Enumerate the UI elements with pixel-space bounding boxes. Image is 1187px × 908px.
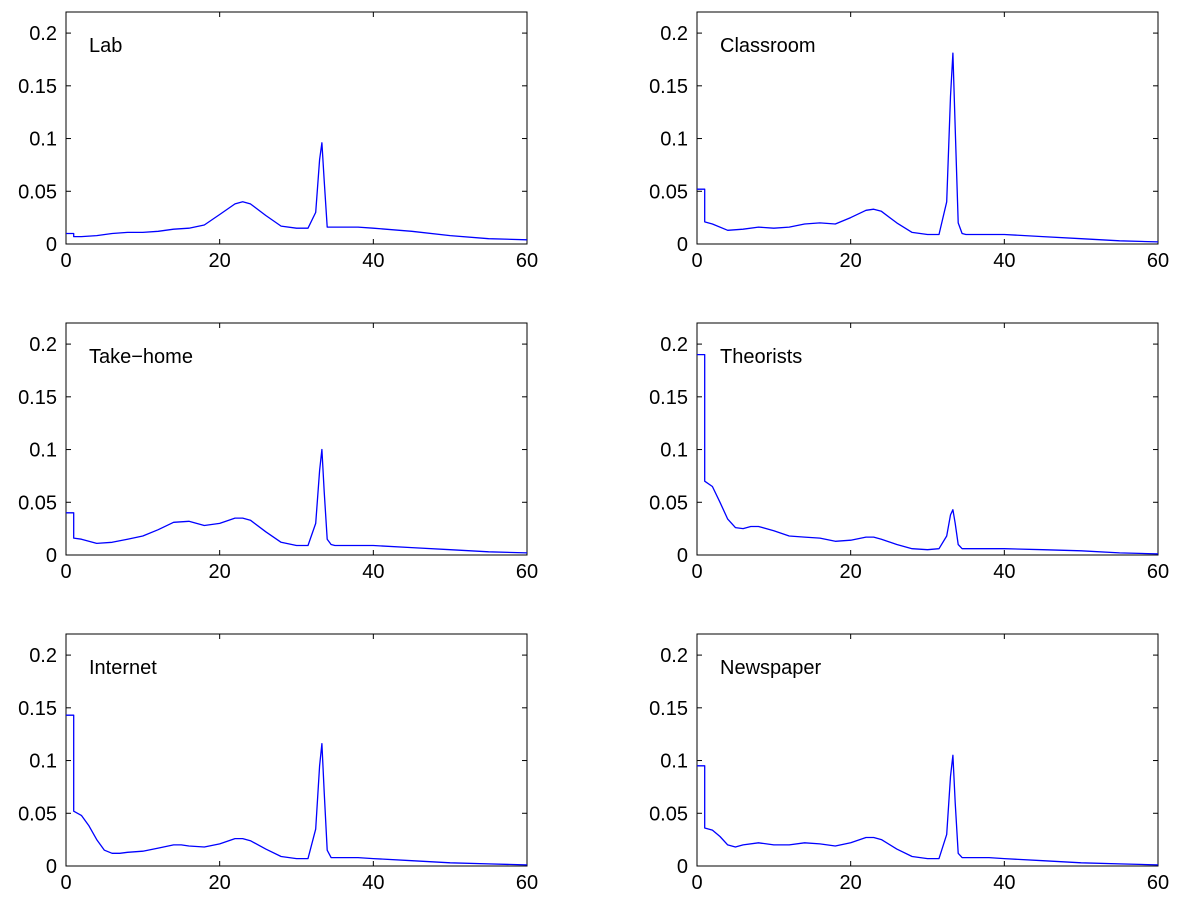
series-line xyxy=(66,448,528,554)
axes-box xyxy=(65,322,528,556)
axes-box xyxy=(696,322,1159,556)
y-tick-label: 0.15 xyxy=(18,76,57,98)
y-tick-label: 0 xyxy=(46,856,57,878)
panel-1: 0 20 40 60 0 0.05 0.1 0.15 0.2 Lab xyxy=(18,11,538,272)
x-tick-label: 20 xyxy=(840,561,862,583)
x-tick-label: 0 xyxy=(60,561,71,583)
series-line xyxy=(697,353,1159,555)
y-tick-label: 0 xyxy=(46,234,57,256)
y-tick-label: 0.15 xyxy=(649,698,688,720)
y-tick-label: 0 xyxy=(677,545,688,567)
panel-2: 0 20 40 60 0 0.05 0.1 0.15 0.2 Classroom xyxy=(649,11,1169,272)
x-tick-label: 60 xyxy=(516,561,538,583)
x-tick-label: 60 xyxy=(516,872,538,894)
y-tick-label: 0.05 xyxy=(649,803,688,825)
x-tick-label: 20 xyxy=(209,561,231,583)
axes-box xyxy=(65,633,528,867)
y-tick-label: 0.1 xyxy=(29,751,57,773)
y-tick-label: 0.05 xyxy=(18,492,57,514)
y-tick-label: 0.05 xyxy=(18,181,57,203)
panel-5: 0 20 40 60 0 0.05 0.1 0.15 0.2 Internet xyxy=(18,633,538,894)
y-tick-label: 0.1 xyxy=(660,751,688,773)
x-tick-label: 0 xyxy=(60,250,71,272)
x-tick-label: 40 xyxy=(993,561,1015,583)
y-tick-label: 0.2 xyxy=(29,645,57,667)
y-tick-label: 0.2 xyxy=(660,334,688,356)
x-tick-label: 60 xyxy=(516,250,538,272)
x-tick-label: 20 xyxy=(840,872,862,894)
y-tick-label: 0.15 xyxy=(18,387,57,409)
panel-6: 0 20 40 60 0 0.05 0.1 0.15 0.2 Newspaper xyxy=(649,633,1169,894)
y-tick-label: 0.2 xyxy=(660,23,688,45)
x-tick-label: 40 xyxy=(993,872,1015,894)
panel-title: Take−home xyxy=(89,346,193,368)
y-tick-label: 0.1 xyxy=(29,440,57,462)
series-line xyxy=(697,754,1159,866)
series-line xyxy=(66,142,528,241)
x-tick-label: 0 xyxy=(691,250,702,272)
y-tick-label: 0.1 xyxy=(660,440,688,462)
x-tick-label: 40 xyxy=(362,561,384,583)
x-tick-label: 40 xyxy=(362,250,384,272)
y-tick-label: 0.15 xyxy=(18,698,57,720)
panel-3: 0 20 40 60 0 0.05 0.1 0.15 0.2 Take−home xyxy=(18,322,538,583)
y-tick-label: 0 xyxy=(677,234,688,256)
x-tick-label: 20 xyxy=(209,250,231,272)
axes-box xyxy=(696,11,1159,245)
x-tick-label: 60 xyxy=(1147,250,1169,272)
panel-title: Newspaper xyxy=(720,657,822,679)
x-tick-label: 0 xyxy=(691,872,702,894)
x-tick-label: 0 xyxy=(691,561,702,583)
x-tick-label: 40 xyxy=(362,872,384,894)
x-tick-label: 60 xyxy=(1147,872,1169,894)
y-tick-label: 0.1 xyxy=(29,129,57,151)
x-tick-label: 20 xyxy=(840,250,862,272)
y-tick-label: 0.2 xyxy=(660,645,688,667)
series-line xyxy=(697,52,1159,243)
x-tick-label: 0 xyxy=(60,872,71,894)
axes-box xyxy=(65,11,528,245)
panel-4: 0 20 40 60 0 0.05 0.1 0.15 0.2 Theorists xyxy=(649,322,1169,583)
y-tick-label: 0.05 xyxy=(649,492,688,514)
y-tick-label: 0.2 xyxy=(29,334,57,356)
x-tick-label: 40 xyxy=(993,250,1015,272)
y-tick-label: 0.15 xyxy=(649,76,688,98)
y-tick-label: 0.2 xyxy=(29,23,57,45)
panel-title: Theorists xyxy=(720,346,802,368)
y-tick-label: 0 xyxy=(46,545,57,567)
y-tick-label: 0.1 xyxy=(660,129,688,151)
y-tick-label: 0 xyxy=(677,856,688,878)
y-tick-label: 0.05 xyxy=(649,181,688,203)
axes-box xyxy=(696,633,1159,867)
series-line xyxy=(66,714,528,866)
x-tick-label: 60 xyxy=(1147,561,1169,583)
panel-title: Lab xyxy=(89,35,122,57)
panel-title: Classroom xyxy=(720,35,816,57)
panel-title: Internet xyxy=(89,657,157,679)
y-tick-label: 0.05 xyxy=(18,803,57,825)
x-tick-label: 20 xyxy=(209,872,231,894)
y-tick-label: 0.15 xyxy=(649,387,688,409)
